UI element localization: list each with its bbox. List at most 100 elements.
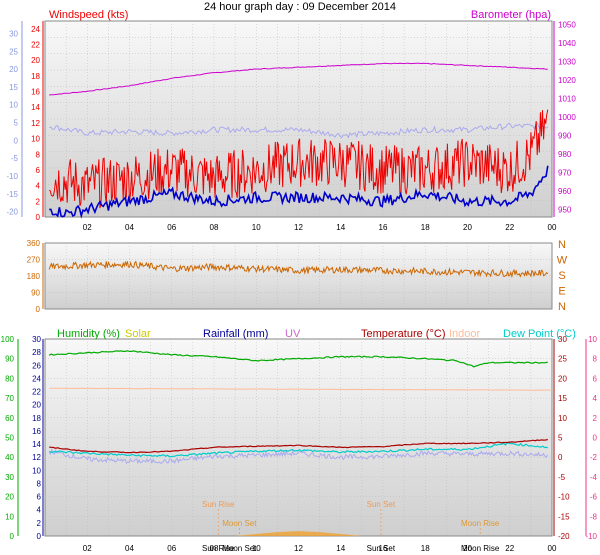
- compass-label: E: [558, 286, 565, 298]
- y-tick-outer: 5: [14, 119, 19, 128]
- legend-windspeed: Windspeed (kts): [49, 9, 128, 21]
- series-temperature-trace: [48, 448, 548, 465]
- y-tick-outer: 30: [9, 29, 18, 38]
- y-tick-rain: 0: [37, 532, 42, 541]
- x-tick-top: 20: [463, 223, 472, 232]
- x-tick-top: 06: [167, 223, 176, 232]
- y-tick-wind: 22: [31, 41, 40, 50]
- y-tick-uv: 6: [593, 374, 598, 383]
- y-tick-baro: 980: [558, 150, 572, 159]
- y-tick-outer: 10: [9, 101, 18, 110]
- legend-item: Solar: [125, 328, 151, 340]
- y-tick-temperature: -5: [558, 473, 566, 482]
- compass-label: N: [558, 239, 566, 251]
- x-tick-top: 16: [379, 223, 388, 232]
- y-tick-baro: 970: [558, 169, 572, 178]
- y-tick-outer: 0: [14, 136, 19, 145]
- y-tick-humidity: 10: [5, 512, 14, 521]
- x-tick-bottom: 10: [252, 544, 261, 553]
- series-temperature: [49, 438, 548, 454]
- y-tick-rain: 18: [32, 414, 41, 423]
- y-tick-outer: 20: [9, 65, 18, 74]
- x-tick-top: 08: [210, 223, 219, 232]
- series-humidity: [48, 350, 548, 368]
- y-tick-uv: -6: [590, 493, 598, 502]
- y-tick-humidity: 30: [5, 473, 14, 482]
- y-tick-rain: 24: [32, 374, 41, 383]
- y-tick-wind: 0: [36, 213, 41, 222]
- y-tick-wind: 6: [36, 166, 41, 175]
- x-tick-top: 04: [125, 223, 134, 232]
- y-tick-wind: 20: [31, 56, 40, 65]
- y-tick-temperature: 5: [558, 434, 563, 443]
- series-average-wind: [49, 165, 549, 219]
- y-tick-outer: -20: [6, 208, 18, 217]
- legend-item: Rainfall (mm): [203, 328, 268, 340]
- y-tick-humidity: 80: [5, 374, 14, 383]
- y-tick-wind: 18: [31, 72, 40, 81]
- y-tick-baro: 990: [558, 132, 572, 141]
- y-tick-outer: 25: [9, 47, 18, 56]
- y-tick-temperature: -15: [558, 512, 570, 521]
- y-tick-uv: -10: [585, 532, 597, 541]
- x-tick-bottom: 18: [421, 544, 430, 553]
- series-wind-direction: [48, 260, 549, 279]
- x-tick-bottom: 20: [463, 544, 472, 553]
- y-tick-uv: -4: [590, 473, 598, 482]
- y-tick-baro: 1010: [558, 95, 576, 104]
- y-tick-direction: 90: [31, 289, 40, 298]
- y-tick-uv: -2: [590, 453, 598, 462]
- event-axis-label: Sun Set: [367, 544, 396, 553]
- y-tick-direction: 180: [27, 272, 41, 281]
- legend-item: Dew Point (°C): [503, 328, 576, 340]
- y-tick-wind: 8: [36, 150, 41, 159]
- y-tick-direction: 0: [36, 305, 41, 314]
- y-tick-rain: 22: [32, 388, 41, 397]
- y-tick-rain: 26: [32, 361, 41, 370]
- y-tick-wind: 2: [36, 197, 41, 206]
- y-tick-rain: 30: [32, 335, 41, 344]
- y-tick-temperature: -20: [558, 532, 570, 541]
- y-tick-temperature: 20: [558, 374, 567, 383]
- event-label: Sun Rise: [202, 500, 235, 509]
- y-tick-humidity: 50: [5, 434, 14, 443]
- y-tick-baro: 960: [558, 187, 572, 196]
- y-tick-baro: 1000: [558, 113, 576, 122]
- event-label: Moon Rise: [461, 519, 500, 528]
- y-tick-wind: 10: [31, 135, 40, 144]
- event-label: Sun Set: [367, 500, 396, 509]
- x-tick-top: 18: [421, 223, 430, 232]
- bottom-panel: [44, 338, 553, 537]
- y-tick-baro: 1040: [558, 39, 576, 48]
- x-tick-top: 10: [252, 223, 261, 232]
- x-tick-bottom: 16: [379, 544, 388, 553]
- y-tick-humidity: 70: [5, 394, 14, 403]
- y-tick-rain: 28: [32, 348, 41, 357]
- top-panel: [44, 20, 553, 218]
- y-tick-baro: 1030: [558, 58, 576, 67]
- y-tick-outer: 15: [9, 83, 18, 92]
- legend-item: Indoor: [449, 328, 481, 340]
- x-tick-bottom: 00: [548, 544, 557, 553]
- y-tick-rain: 12: [32, 453, 41, 462]
- y-tick-wind: 12: [31, 119, 40, 128]
- y-tick-uv: 4: [593, 394, 598, 403]
- x-tick-top: 12: [294, 223, 303, 232]
- x-tick-bottom: 06: [167, 544, 176, 553]
- event-axis-label: Moon Rise: [461, 544, 500, 553]
- y-tick-rain: 14: [32, 440, 41, 449]
- y-tick-wind: 4: [36, 182, 41, 191]
- y-tick-temperature: -10: [558, 493, 570, 502]
- x-tick-top: 00: [548, 223, 557, 232]
- y-tick-humidity: 40: [5, 453, 14, 462]
- x-tick-top: 02: [83, 223, 92, 232]
- y-tick-rain: 8: [37, 479, 42, 488]
- y-tick-humidity: 100: [1, 335, 15, 344]
- y-tick-outer: -5: [11, 154, 19, 163]
- compass-label: S: [558, 270, 565, 282]
- legend-item: UV: [285, 328, 301, 340]
- y-tick-uv: 10: [588, 335, 597, 344]
- legend-item: Temperature (°C): [361, 328, 445, 340]
- y-tick-uv: 8: [593, 355, 598, 364]
- y-tick-temperature: 10: [558, 414, 567, 423]
